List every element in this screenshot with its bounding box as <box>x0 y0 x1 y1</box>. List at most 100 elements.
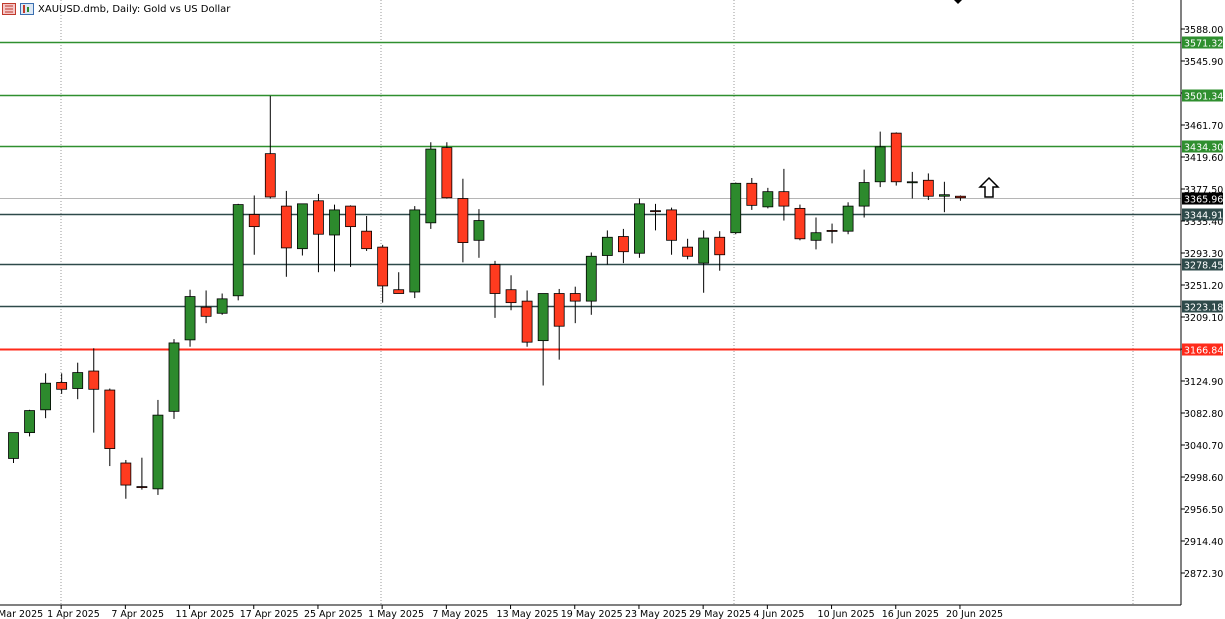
candle-bearish[interactable] <box>441 147 453 199</box>
up-arrow-icon[interactable] <box>978 176 1000 198</box>
price-tick-label: 3251.20 <box>1184 281 1223 292</box>
candle-bearish[interactable] <box>890 132 902 183</box>
candle-bullish[interactable] <box>842 205 854 232</box>
candle-bearish[interactable] <box>136 486 148 488</box>
candle-bullish[interactable] <box>8 432 19 459</box>
candle-bearish[interactable] <box>104 389 116 449</box>
candle-bearish[interactable] <box>200 306 212 317</box>
candle-bearish[interactable] <box>489 264 501 294</box>
time-tick-label: 1 Apr 2025 <box>47 609 100 619</box>
time-tick-label: 19 May 2025 <box>561 609 623 619</box>
candle-bearish[interactable] <box>521 300 533 343</box>
time-tick-label: 7 May 2025 <box>432 609 488 619</box>
candle-bullish[interactable] <box>939 194 950 197</box>
level-price-label: 3501.34 <box>1184 92 1223 103</box>
price-tick-label: 2872.30 <box>1184 569 1223 580</box>
candle-bearish[interactable] <box>553 293 565 327</box>
candle-bullish[interactable] <box>425 148 437 224</box>
candle-bearish[interactable] <box>650 210 661 213</box>
candle-bearish[interactable] <box>746 182 758 206</box>
level-price-label: 3344.91 <box>1184 211 1223 222</box>
price-tick-label: 3124.90 <box>1184 377 1223 388</box>
candle-bullish[interactable] <box>601 236 613 256</box>
candle-bearish[interactable] <box>714 236 726 256</box>
candle-bearish[interactable] <box>313 200 324 235</box>
candle-bearish[interactable] <box>361 230 373 250</box>
price-tick-label: 3461.70 <box>1184 121 1223 132</box>
candle-bullish[interactable] <box>810 232 822 241</box>
candle-bullish[interactable] <box>906 181 918 184</box>
time-tick-label: 25 Apr 2025 <box>304 609 363 619</box>
time-tick-label: 10 Jun 2025 <box>818 609 875 619</box>
time-tick-label: 16 Jun 2025 <box>882 609 939 619</box>
candle-bearish[interactable] <box>826 230 838 232</box>
candle-bullish[interactable] <box>762 191 774 208</box>
level-price-label: 3434.30 <box>1184 143 1223 154</box>
candle-bullish[interactable] <box>730 182 742 234</box>
candle-bullish[interactable] <box>296 203 308 250</box>
price-tick-label: 3040.70 <box>1184 441 1223 452</box>
candle-bearish[interactable] <box>56 382 68 390</box>
bars-icon <box>20 3 34 15</box>
level-price-tag <box>1182 36 1223 49</box>
candle-bullish[interactable] <box>40 382 51 411</box>
price-tick-label: 3545.90 <box>1184 57 1223 68</box>
price-tick-label: 3377.50 <box>1184 185 1223 196</box>
level-price-label: 3166.84 <box>1184 346 1223 357</box>
candle-bearish[interactable] <box>666 209 677 241</box>
candle-bearish[interactable] <box>280 205 292 249</box>
candle-bearish[interactable] <box>569 293 581 302</box>
time-tick-label: 7 Apr 2025 <box>111 609 164 619</box>
candle-bearish[interactable] <box>955 195 966 199</box>
candle-bearish[interactable] <box>778 191 790 207</box>
level-price-label: 3571.32 <box>1184 39 1223 50</box>
candle-bearish[interactable] <box>393 289 405 294</box>
candle-bearish[interactable] <box>345 205 356 228</box>
price-tick-label: 3335.40 <box>1184 217 1223 228</box>
candle-bearish[interactable] <box>120 462 132 486</box>
candle-bearish[interactable] <box>88 370 100 390</box>
time-tick-label: 13 May 2025 <box>497 609 559 619</box>
candle-bearish[interactable] <box>264 153 276 198</box>
price-tick-label: 3293.30 <box>1184 249 1223 260</box>
candle-bearish[interactable] <box>457 198 469 243</box>
candle-bearish[interactable] <box>682 246 693 257</box>
candle-bullish[interactable] <box>232 204 244 297</box>
candle-bearish[interactable] <box>618 236 629 253</box>
candle-bullish[interactable] <box>152 414 164 490</box>
price-tick-label: 2998.60 <box>1184 473 1223 484</box>
candle-bullish[interactable] <box>858 182 870 207</box>
time-tick-label: 17 Apr 2025 <box>240 609 299 619</box>
candle-bullish[interactable] <box>585 255 597 302</box>
time-tick-label: 4 Jun 2025 <box>753 609 804 619</box>
chart-title: XAUUSD.dmb, Daily: Gold vs US Dollar <box>38 3 231 15</box>
candle-bearish[interactable] <box>922 179 934 197</box>
time-tick-label: 23 May 2025 <box>625 609 687 619</box>
candle-bearish[interactable] <box>794 207 806 240</box>
candle-bullish[interactable] <box>698 237 710 264</box>
candle-bullish[interactable] <box>329 209 340 236</box>
time-tick-label: 1 May 2025 <box>368 609 424 619</box>
current-price-tag <box>1182 192 1223 205</box>
candle-bullish[interactable] <box>184 296 196 341</box>
candle-bearish[interactable] <box>248 214 260 228</box>
time-tick-label: 29 May 2025 <box>689 609 751 619</box>
level-price-tag <box>1182 140 1223 153</box>
price-tick-label: 3082.80 <box>1184 409 1223 420</box>
candle-bullish[interactable] <box>874 146 886 183</box>
candle-bullish[interactable] <box>24 410 35 434</box>
candle-bearish[interactable] <box>505 289 517 304</box>
candle-bullish[interactable] <box>537 293 549 342</box>
level-price-tag <box>1182 89 1223 102</box>
candle-bullish[interactable] <box>409 209 421 293</box>
candle-bullish[interactable] <box>216 298 228 314</box>
time-tick-label: 26 Mar 2025 <box>0 609 43 619</box>
current-price-label: 3365.96 <box>1184 195 1223 206</box>
candle-bullish[interactable] <box>72 372 84 389</box>
candle-bullish[interactable] <box>634 203 645 254</box>
candle-bullish[interactable] <box>168 342 180 412</box>
candle-bearish[interactable] <box>377 246 389 287</box>
candle-bullish[interactable] <box>473 220 485 241</box>
